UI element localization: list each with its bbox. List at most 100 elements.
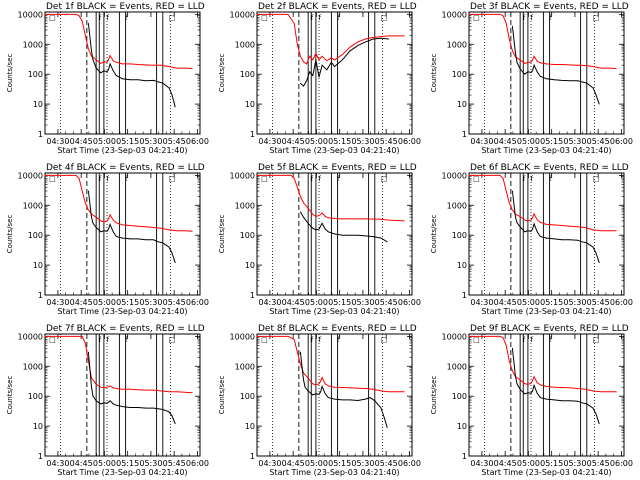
events-data-point: [369, 397, 371, 398]
y-tick-label: 10: [33, 261, 43, 270]
y-axis-label: Counts/sec: [218, 54, 226, 93]
lld-data-point: [160, 64, 162, 66]
y-tick-label: 10: [245, 261, 255, 270]
lld-data-point: [312, 213, 314, 215]
x-tick-label: 04:45: [282, 459, 305, 468]
event-flag-label: f: [106, 14, 109, 22]
lld-data-point: [88, 209, 89, 211]
event-flag-label: □: [49, 175, 56, 183]
event-flag-label: □: [380, 14, 387, 22]
events-data-point: [561, 400, 563, 402]
lld-data-point: [499, 13, 501, 15]
y-tick-label: 100: [28, 231, 43, 240]
x-tick-label: 05:45: [163, 137, 186, 146]
x-tick-label: 05:00: [305, 298, 328, 307]
lld-data-point: [315, 384, 317, 386]
lld-data-point: [349, 46, 351, 48]
event-flag-label: f: [337, 175, 340, 183]
lld-data-point: [137, 389, 139, 391]
x-tick-label: 05:00: [93, 137, 116, 146]
lld-data-point: [512, 209, 513, 211]
events-data-point: [532, 390, 533, 392]
events-data-point: [145, 407, 147, 409]
x-tick-label: 05:00: [517, 137, 540, 146]
lld-data-point: [569, 64, 571, 66]
x-tick-label: 05:30: [563, 298, 586, 307]
events-data-point: [312, 227, 314, 229]
lld-data-point: [153, 227, 154, 228]
plot-frame: [468, 11, 625, 135]
events-data-point: [334, 398, 335, 400]
event-flag-label: f: [318, 175, 321, 183]
events-data-point: [516, 61, 518, 63]
events-data-point: [315, 59, 317, 61]
x-axis-label: Start Time (23-Sep-03 04:21:40): [57, 146, 187, 155]
lld-data-point: [331, 57, 332, 59]
x-tick-label: 05:00: [305, 459, 328, 468]
lld-data-point: [608, 67, 609, 69]
y-axis-label: Counts/sec: [218, 376, 226, 415]
lld-data-point: [176, 230, 178, 232]
x-tick-label: 05:00: [93, 298, 116, 307]
lld-data-point: [44, 174, 46, 176]
events-series-line: [87, 190, 176, 263]
y-tick-label: 10: [457, 261, 467, 270]
events-data-point: [533, 223, 535, 225]
lld-data-point: [561, 64, 563, 65]
y-axis-label: Counts/sec: [218, 215, 226, 254]
lld-data-point: [191, 68, 193, 69]
events-series-line: [511, 348, 600, 424]
lld-data-point: [81, 335, 83, 337]
events-data-point: [327, 397, 329, 398]
events-data-point: [109, 400, 111, 402]
event-flag-label: □: [592, 14, 599, 22]
event-flag-label: f: [523, 336, 526, 344]
lld-data-point: [103, 61, 105, 63]
events-data-point: [372, 236, 374, 237]
lld-data-point: [357, 41, 359, 43]
lld-data-point: [296, 186, 298, 188]
lld-data-point: [115, 61, 117, 63]
lld-data-point: [75, 174, 77, 176]
x-tick-label: 06:00: [186, 137, 209, 146]
events-data-point: [106, 230, 108, 232]
events-data-point: [115, 404, 117, 406]
lld-data-point: [600, 391, 602, 393]
x-tick-label: 04:30: [470, 298, 493, 307]
lld-data-point: [115, 222, 117, 224]
lld-data-point: [318, 59, 320, 61]
events-data-point: [307, 390, 309, 392]
x-tick-label: 05:30: [563, 137, 586, 146]
events-data-point: [365, 235, 366, 237]
x-tick-label: 05:15: [328, 459, 351, 468]
events-data-point: [129, 79, 131, 81]
lld-data-point: [321, 377, 323, 378]
panel-title: Det 1f BLACK = Events, RED = LLD: [46, 2, 205, 12]
event-flag-label: f: [125, 14, 128, 22]
x-tick-label: 05:15: [116, 298, 139, 307]
events-data-point: [524, 393, 526, 395]
panel-title: Det 9f BLACK = Events, RED = LLD: [470, 324, 629, 334]
events-data-point: [162, 82, 164, 84]
events-data-point: [380, 237, 382, 239]
x-tick-label: 04:30: [46, 298, 69, 307]
y-tick-label: 100: [452, 392, 467, 401]
lld-data-point: [577, 64, 578, 66]
event-flag-label: □: [261, 175, 268, 183]
lld-data-point: [341, 218, 343, 220]
lld-data-point: [396, 220, 397, 221]
y-tick-label: 1: [38, 130, 43, 139]
lld-data-point: [307, 207, 309, 209]
lld-data-point: [91, 55, 92, 57]
events-data-point: [586, 242, 588, 244]
events-data-point: [168, 411, 170, 413]
x-tick-label: 06:00: [610, 459, 633, 468]
x-tick-label: 05:45: [587, 137, 610, 146]
lld-data-point: [75, 335, 77, 337]
events-data-point: [569, 239, 571, 241]
x-tick-label: 06:00: [610, 298, 633, 307]
events-data-point: [307, 222, 309, 224]
lld-data-point: [584, 388, 586, 390]
x-tick-label: 04:30: [258, 137, 281, 146]
lld-data-point: [100, 386, 102, 388]
